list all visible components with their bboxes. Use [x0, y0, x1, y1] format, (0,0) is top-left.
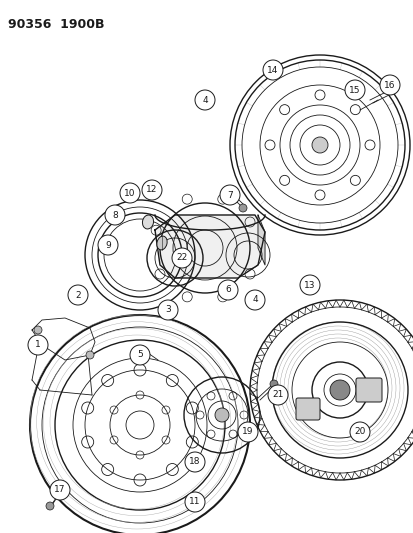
- Circle shape: [267, 385, 287, 405]
- Circle shape: [218, 280, 237, 300]
- Circle shape: [130, 345, 150, 365]
- Text: 12: 12: [146, 185, 157, 195]
- FancyBboxPatch shape: [295, 398, 319, 420]
- Circle shape: [142, 180, 161, 200]
- Circle shape: [244, 290, 264, 310]
- Circle shape: [379, 75, 399, 95]
- Text: 17: 17: [54, 486, 66, 495]
- Circle shape: [158, 300, 178, 320]
- Text: 4: 4: [252, 295, 257, 304]
- Text: 90356  1900B: 90356 1900B: [8, 18, 104, 31]
- Text: 10: 10: [124, 189, 135, 198]
- Text: 21: 21: [272, 391, 283, 400]
- Circle shape: [329, 380, 349, 400]
- Circle shape: [237, 422, 257, 442]
- Text: 9: 9: [105, 240, 111, 249]
- Text: 5: 5: [137, 351, 142, 359]
- Circle shape: [219, 185, 240, 205]
- Text: 8: 8: [112, 211, 118, 220]
- Text: 13: 13: [304, 280, 315, 289]
- Ellipse shape: [142, 215, 153, 229]
- Text: 4: 4: [202, 95, 207, 104]
- Polygon shape: [154, 215, 264, 278]
- Circle shape: [299, 275, 319, 295]
- Text: 3: 3: [165, 305, 171, 314]
- Circle shape: [269, 380, 277, 388]
- Circle shape: [120, 183, 140, 203]
- Polygon shape: [257, 215, 264, 265]
- Circle shape: [171, 248, 192, 268]
- Circle shape: [98, 235, 118, 255]
- Text: 15: 15: [349, 85, 360, 94]
- Circle shape: [214, 408, 228, 422]
- Text: 1: 1: [35, 341, 41, 350]
- Circle shape: [28, 335, 48, 355]
- Ellipse shape: [157, 236, 167, 250]
- Circle shape: [387, 83, 397, 93]
- Text: 20: 20: [354, 427, 365, 437]
- Circle shape: [195, 90, 214, 110]
- Circle shape: [311, 137, 327, 153]
- Circle shape: [86, 351, 94, 359]
- Circle shape: [344, 80, 364, 100]
- Circle shape: [50, 480, 70, 500]
- Circle shape: [46, 502, 54, 510]
- Circle shape: [68, 285, 88, 305]
- Text: 18: 18: [189, 457, 200, 466]
- Text: 16: 16: [383, 80, 395, 90]
- Text: 2: 2: [75, 290, 81, 300]
- Circle shape: [185, 452, 204, 472]
- Circle shape: [105, 205, 125, 225]
- Circle shape: [238, 204, 247, 212]
- Text: 22: 22: [176, 254, 187, 262]
- Circle shape: [34, 326, 42, 334]
- FancyBboxPatch shape: [355, 378, 381, 402]
- Circle shape: [262, 60, 282, 80]
- Text: 7: 7: [227, 190, 232, 199]
- Circle shape: [185, 492, 204, 512]
- Text: 19: 19: [242, 427, 253, 437]
- Text: 14: 14: [267, 66, 278, 75]
- Text: 6: 6: [225, 286, 230, 295]
- Text: 11: 11: [189, 497, 200, 506]
- Circle shape: [349, 422, 369, 442]
